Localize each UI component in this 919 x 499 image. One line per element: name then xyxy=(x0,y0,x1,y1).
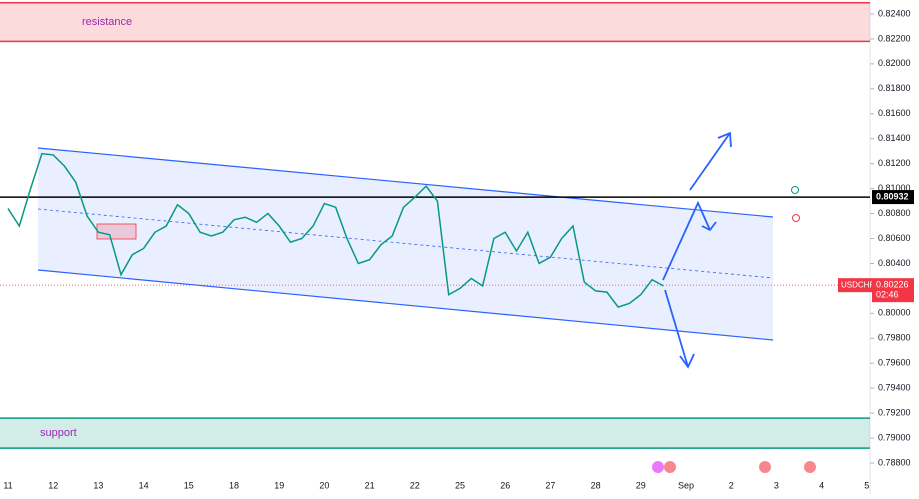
drawings xyxy=(37,131,816,473)
arrow-head xyxy=(717,131,732,148)
y-tick-label: 0.80800 xyxy=(878,208,911,218)
box xyxy=(96,223,137,240)
x-tick-label: Sep xyxy=(678,480,694,490)
zone xyxy=(0,2,870,42)
y-tick-label: 0.80400 xyxy=(878,258,911,268)
x-tick-label: 12 xyxy=(48,480,58,490)
x-tick-label: 21 xyxy=(365,480,375,490)
x-tick-label: 29 xyxy=(636,480,646,490)
y-tick-label: 0.79800 xyxy=(878,333,911,343)
price-box xyxy=(872,278,914,303)
marker xyxy=(791,186,799,194)
arrow-path xyxy=(662,200,711,281)
channel-fill xyxy=(38,148,773,340)
x-tick-label: 28 xyxy=(591,480,601,490)
y-tick-label: 0.79600 xyxy=(878,358,911,368)
x-tick-label: 20 xyxy=(319,480,329,490)
arrow-head xyxy=(679,353,695,369)
price-label: 0.80226 xyxy=(876,280,909,290)
event-icon xyxy=(804,461,816,473)
y-tick-label: 0.82200 xyxy=(878,33,911,43)
y-tick-label: 0.79000 xyxy=(878,432,911,442)
y-tick-label: 0.80000 xyxy=(878,308,911,318)
x-tick-label: 15 xyxy=(184,480,194,490)
zone-label: resistance xyxy=(82,16,132,28)
y-tick-label: 0.78800 xyxy=(878,457,911,467)
symbol-label: USDCHF xyxy=(841,280,874,289)
y-tick-label: 0.81600 xyxy=(878,108,911,118)
arrow-up xyxy=(689,132,731,191)
x-tick-label: 4 xyxy=(819,480,824,490)
x-tick-label: 27 xyxy=(545,480,555,490)
y-tick-label: 0.81800 xyxy=(878,83,911,93)
x-tick-label: 3 xyxy=(774,480,779,490)
y-tick-label: 0.81200 xyxy=(878,158,911,168)
x-tick-label: 5 xyxy=(864,480,869,490)
arrows xyxy=(662,131,732,369)
y-tick-label: 0.81400 xyxy=(878,133,911,143)
channel-top xyxy=(37,147,774,218)
symbol-box xyxy=(838,278,872,293)
x-tick-label: 18 xyxy=(229,480,239,490)
channel-bottom xyxy=(37,269,774,341)
level-box xyxy=(872,190,914,205)
x-tick-label: 11 xyxy=(3,480,12,490)
arrow-down xyxy=(664,289,689,368)
arrow-head xyxy=(701,221,717,232)
x-tick-label: 22 xyxy=(410,480,420,490)
event-icon xyxy=(664,461,676,473)
x-tick-label: 14 xyxy=(139,480,149,490)
y-tick-label: 0.79200 xyxy=(878,408,911,418)
x-tick-label: 25 xyxy=(455,480,465,490)
marker xyxy=(792,214,800,222)
level-label: 0.80932 xyxy=(876,191,909,201)
y-tick-label: 0.82000 xyxy=(878,58,911,68)
event-icon xyxy=(652,461,664,473)
x-tick-label: 13 xyxy=(93,480,103,490)
zone xyxy=(0,418,870,449)
x-tick-label: 19 xyxy=(274,480,284,490)
event-icon xyxy=(759,461,771,473)
y-tick-label: 0.80600 xyxy=(878,233,911,243)
y-tick-label: 0.79400 xyxy=(878,383,911,393)
zone-label: support xyxy=(40,427,77,439)
price-line-series xyxy=(7,152,664,308)
y-tick-label: 0.81000 xyxy=(878,183,911,193)
y-tick-label: 0.82400 xyxy=(878,8,911,18)
price-time: 02:46 xyxy=(876,290,899,300)
x-tick-label: 26 xyxy=(500,480,510,490)
x-tick-label: 2 xyxy=(729,480,734,490)
